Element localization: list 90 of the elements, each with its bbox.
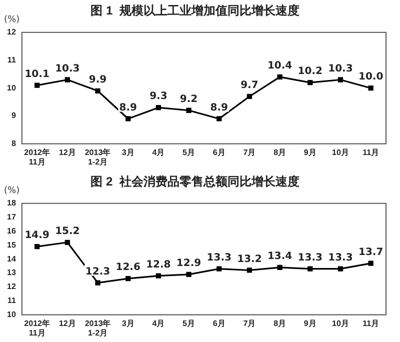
point — [186, 108, 192, 113]
x-tick-label: 5月 — [182, 318, 196, 328]
point — [308, 80, 313, 86]
point — [34, 244, 40, 250]
data-label: 12.6 — [116, 262, 140, 274]
y-tick-label: 11 — [7, 55, 16, 64]
x-tick-label: 8月 — [274, 318, 286, 328]
point — [246, 268, 252, 273]
y-tick-label: 8 — [11, 139, 16, 148]
x-tick-label: 9月 — [304, 318, 316, 328]
point — [126, 276, 131, 282]
x-tick-label: 3月 — [122, 318, 134, 328]
y-tick-label: 11 — [7, 296, 16, 306]
data-label: 12.3 — [85, 266, 110, 278]
point — [64, 240, 70, 245]
x-tick-label: 10月 — [332, 318, 349, 328]
x-tick-label: 6月 — [212, 148, 226, 157]
x-tick-label: 5月 — [182, 148, 196, 157]
y-tick-label: 12 — [6, 282, 16, 292]
point — [368, 260, 374, 266]
data-label: 9.2 — [180, 94, 198, 105]
x-tick-label: 11月 — [362, 318, 380, 328]
x-tick-label: 9月 — [304, 148, 316, 157]
point — [186, 272, 192, 277]
y-tick-label: 15 — [6, 240, 16, 250]
y-tick-label: 10 — [6, 83, 16, 92]
point — [308, 266, 313, 272]
data-label: 15.2 — [55, 226, 80, 237]
point — [126, 116, 131, 122]
y-tick-label: 9 — [11, 111, 16, 120]
point — [156, 273, 162, 278]
chart-title: 图 1 规模以上工业增加值同比增长速度 — [90, 4, 300, 18]
y-tick-label: 13 — [6, 268, 16, 278]
y-tick-label: 17 — [6, 212, 16, 222]
x-tick-label: 8月 — [274, 148, 286, 157]
point — [216, 116, 222, 122]
x-tick-label: 3月 — [122, 148, 134, 157]
x-tick-label: 2013年 1-2月 — [84, 318, 111, 338]
point — [338, 77, 344, 82]
point — [338, 266, 344, 272]
data-label: 8.9 — [210, 102, 228, 114]
data-label: 13.7 — [358, 246, 384, 258]
point — [95, 88, 100, 94]
x-tick-label: 2013年 1-2月 — [84, 148, 111, 166]
data-label: 9.3 — [150, 91, 168, 102]
y-tick-label: 18 — [6, 198, 16, 208]
data-label: 12.8 — [146, 259, 171, 270]
x-tick-label: 11月 — [362, 148, 380, 157]
y-tick-label: 16 — [6, 226, 16, 236]
data-label: 10.3 — [328, 63, 353, 74]
point — [277, 74, 282, 80]
x-tick-label: 10月 — [332, 148, 349, 157]
data-label: 9.7 — [240, 80, 258, 92]
y-tick-label: 14 — [6, 254, 16, 264]
x-tick-label: 4月 — [152, 318, 165, 328]
point — [277, 264, 282, 270]
point — [34, 82, 40, 88]
x-tick-label: 4月 — [152, 148, 165, 157]
x-tick-label: 2012年 11月 — [24, 318, 50, 338]
x-tick-label: 12月 — [58, 148, 76, 157]
x-tick-label: 12月 — [58, 318, 76, 328]
y-axis-title: (%) — [4, 15, 20, 26]
x-tick-label: 6月 — [212, 318, 226, 328]
point — [368, 86, 374, 91]
data-label: 13.3 — [328, 252, 353, 264]
data-label: 13.2 — [237, 254, 262, 265]
point — [95, 280, 100, 286]
data-label: 14.9 — [24, 230, 50, 242]
data-label: 10.0 — [358, 72, 384, 83]
x-tick-label: 2012年 11月 — [24, 148, 50, 166]
point — [64, 77, 70, 82]
data-label: 10.4 — [267, 60, 292, 72]
data-label: 13.3 — [206, 252, 232, 264]
x-tick-label: 7月 — [243, 318, 256, 328]
y-tick-label: 12 — [6, 28, 16, 37]
point — [156, 105, 162, 110]
data-label: 12.9 — [176, 258, 202, 270]
chart-title: 图 2 社会消费品零售总额同比增长速度 — [90, 174, 300, 189]
data-label: 8.9 — [119, 102, 137, 114]
data-label: 13.3 — [298, 252, 323, 264]
data-label: 10.3 — [55, 63, 80, 74]
point — [246, 94, 252, 100]
data-label: 10.1 — [24, 68, 50, 80]
data-label: 10.2 — [298, 66, 323, 78]
data-label: 9.9 — [88, 74, 107, 86]
point — [216, 266, 222, 272]
data-label: 13.4 — [267, 251, 292, 262]
y-tick-label: 10 — [6, 310, 16, 320]
x-tick-label: 7月 — [243, 148, 256, 157]
y-axis-title: (%) — [4, 186, 20, 196]
